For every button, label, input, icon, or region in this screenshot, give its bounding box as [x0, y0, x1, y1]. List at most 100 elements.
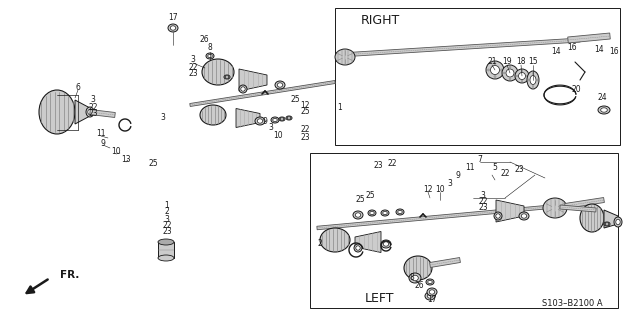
Text: 15: 15 — [528, 58, 538, 67]
Text: 17: 17 — [427, 295, 437, 305]
Ellipse shape — [426, 279, 434, 285]
Ellipse shape — [532, 72, 534, 75]
Text: 23: 23 — [514, 164, 524, 173]
Ellipse shape — [257, 119, 263, 123]
Text: 14: 14 — [594, 45, 604, 54]
Text: 23: 23 — [188, 68, 198, 77]
Ellipse shape — [528, 79, 530, 81]
Text: 3: 3 — [448, 179, 452, 188]
Ellipse shape — [429, 290, 435, 294]
Polygon shape — [430, 258, 460, 268]
Text: 23: 23 — [300, 132, 310, 141]
Text: 10: 10 — [273, 131, 283, 140]
Text: 11: 11 — [465, 164, 475, 172]
Text: 7: 7 — [477, 156, 482, 164]
Text: LEFT: LEFT — [365, 292, 395, 305]
Polygon shape — [190, 81, 335, 107]
Text: 25: 25 — [355, 196, 365, 204]
Text: S103–B2100 A: S103–B2100 A — [542, 299, 603, 308]
Ellipse shape — [614, 217, 622, 227]
Text: 16: 16 — [610, 47, 619, 57]
Text: 22: 22 — [387, 158, 397, 167]
Text: 24: 24 — [597, 93, 607, 102]
Ellipse shape — [88, 109, 92, 115]
Text: 8: 8 — [208, 43, 213, 52]
Ellipse shape — [604, 222, 610, 226]
Ellipse shape — [281, 118, 284, 120]
Text: 12: 12 — [423, 186, 433, 195]
Text: 16: 16 — [567, 44, 577, 52]
Ellipse shape — [86, 107, 94, 117]
Ellipse shape — [168, 24, 178, 32]
Text: 23: 23 — [478, 204, 488, 212]
Text: 3: 3 — [160, 114, 165, 123]
Ellipse shape — [530, 76, 536, 84]
Text: 3: 3 — [269, 124, 274, 132]
Text: 3: 3 — [165, 214, 169, 223]
Text: 23: 23 — [162, 228, 172, 236]
Text: 25: 25 — [290, 95, 300, 105]
Text: 18: 18 — [516, 58, 526, 67]
Ellipse shape — [273, 118, 277, 122]
Polygon shape — [90, 109, 115, 117]
Ellipse shape — [509, 78, 511, 80]
Ellipse shape — [355, 213, 361, 217]
Ellipse shape — [506, 69, 514, 77]
Text: 25: 25 — [148, 158, 158, 167]
Ellipse shape — [277, 83, 283, 87]
Ellipse shape — [491, 66, 499, 75]
Ellipse shape — [519, 212, 529, 220]
Ellipse shape — [368, 210, 376, 216]
Text: 10: 10 — [111, 148, 121, 156]
Ellipse shape — [425, 292, 435, 300]
Text: 22: 22 — [478, 197, 487, 206]
Ellipse shape — [158, 239, 174, 245]
Text: 21: 21 — [487, 58, 497, 67]
Ellipse shape — [428, 280, 432, 284]
Ellipse shape — [601, 108, 608, 112]
Ellipse shape — [527, 71, 539, 89]
Polygon shape — [568, 33, 610, 43]
Text: 3: 3 — [191, 55, 196, 65]
Ellipse shape — [503, 72, 505, 74]
Ellipse shape — [518, 73, 525, 79]
Text: 3: 3 — [91, 95, 96, 105]
Ellipse shape — [427, 288, 437, 296]
Text: 22: 22 — [88, 102, 97, 111]
Text: 10: 10 — [435, 186, 445, 195]
Polygon shape — [604, 210, 618, 228]
Ellipse shape — [494, 76, 496, 77]
Ellipse shape — [208, 54, 212, 58]
Text: FR.: FR. — [60, 270, 79, 280]
Text: 13: 13 — [121, 156, 131, 164]
Ellipse shape — [515, 69, 529, 83]
Text: 12: 12 — [300, 100, 309, 109]
Ellipse shape — [383, 211, 387, 215]
Polygon shape — [310, 153, 618, 308]
Ellipse shape — [521, 70, 523, 72]
Ellipse shape — [286, 116, 292, 120]
Ellipse shape — [255, 117, 265, 125]
Text: 3: 3 — [481, 190, 486, 199]
Ellipse shape — [39, 90, 75, 134]
Ellipse shape — [396, 209, 404, 215]
Ellipse shape — [170, 26, 175, 30]
Ellipse shape — [279, 117, 285, 121]
Ellipse shape — [353, 211, 363, 219]
Text: 25: 25 — [300, 108, 310, 116]
Text: 22: 22 — [500, 169, 509, 178]
Ellipse shape — [224, 75, 230, 79]
Ellipse shape — [526, 75, 528, 77]
Ellipse shape — [335, 49, 355, 65]
Text: 1: 1 — [338, 103, 342, 113]
Text: 11: 11 — [96, 129, 106, 138]
Ellipse shape — [509, 66, 511, 68]
Text: 22: 22 — [162, 221, 172, 230]
Polygon shape — [565, 197, 604, 208]
Text: 22: 22 — [300, 125, 309, 134]
Polygon shape — [75, 100, 90, 124]
Ellipse shape — [605, 223, 609, 225]
Ellipse shape — [225, 76, 229, 78]
Polygon shape — [317, 203, 570, 230]
Text: RIGHT: RIGHT — [360, 13, 399, 27]
